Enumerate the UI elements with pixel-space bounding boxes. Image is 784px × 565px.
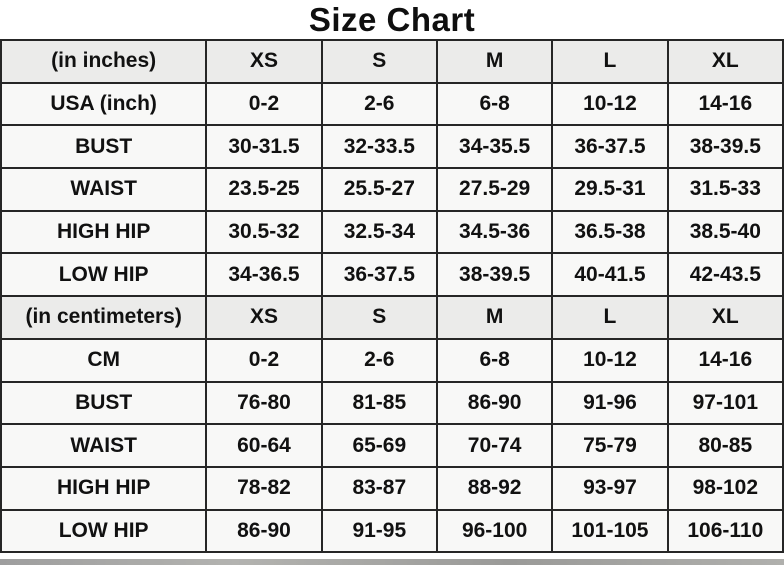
measurement-value-cell: 38-39.5: [666, 124, 784, 170]
measurement-value-cell: 38-39.5: [435, 252, 554, 298]
measurement-value-cell: 10-12: [551, 81, 669, 127]
measurement-value-cell: 36-37.5: [551, 124, 669, 170]
table-row: BUST 76-80 81-85 86-90 91-96 97-101: [0, 380, 784, 426]
measurement-value-cell: 83-87: [320, 465, 438, 511]
measurement-value-cell: 31.5-33: [666, 167, 784, 212]
measurement-value-cell: 32-33.5: [320, 124, 438, 170]
measurement-value-cell: 0-2: [205, 337, 323, 383]
measurement-value-cell: 88-92: [435, 465, 554, 511]
measurement-value-cell: 0-2: [205, 81, 323, 127]
measurement-value-cell: 2-6: [320, 81, 438, 127]
measurement-label-cell: BUST: [0, 124, 208, 170]
measurement-value-cell: 38.5-40: [666, 209, 784, 255]
measurement-value-cell: 60-64: [205, 423, 323, 468]
unit-header-cell: (in centimeters): [0, 295, 208, 340]
measurement-value-cell: 96-100: [435, 508, 554, 554]
measurement-value-cell: 2-6: [320, 337, 438, 383]
size-header-cell: XL: [666, 295, 784, 340]
measurement-value-cell: 34-35.5: [435, 124, 554, 170]
size-chart-table-body: (in inches) XS S M L XL USA (inch) 0-2 2-6 6-8 10-…: [0, 39, 784, 554]
measurement-value-cell: 86-90: [435, 380, 554, 426]
size-chart-table: (in inches) XS S M L XL USA (inch) 0-2 2-6 6-8 10-…: [0, 39, 784, 554]
measurement-value-cell: 14-16: [666, 81, 784, 127]
measurement-value-cell: 70-74: [435, 423, 554, 468]
size-header-cell: XS: [205, 39, 323, 84]
size-header-cell: XL: [666, 39, 784, 84]
measurement-value-cell: 36-37.5: [320, 252, 438, 298]
page-title: Size Chart: [308, 1, 476, 38]
table-row: CM 0-2 2-6 6-8 10-12 14-16: [0, 337, 784, 383]
table-row: WAIST 23.5-25 25.5-27 27.5-29 29.5-31 31.5-33: [0, 167, 784, 212]
measurement-value-cell: 86-90: [205, 508, 323, 554]
measurement-value-cell: 65-69: [320, 423, 438, 468]
measurement-value-cell: 34.5-36: [435, 209, 554, 255]
measurement-value-cell: 23.5-25: [205, 167, 323, 212]
size-header-cell: L: [551, 39, 669, 84]
measurement-label-cell: BUST: [0, 380, 208, 426]
measurement-value-cell: 30-31.5: [205, 124, 323, 170]
image-edge-strip: [0, 559, 784, 565]
table-row: LOW HIP 86-90 91-95 96-100 101-105 106-110: [0, 508, 784, 554]
measurement-label-cell: WAIST: [0, 167, 208, 212]
size-header-cell: S: [320, 39, 438, 84]
measurement-value-cell: 14-16: [666, 337, 784, 383]
measurement-label-cell: LOW HIP: [0, 252, 208, 298]
size-header-cell: M: [435, 295, 554, 340]
size-header-cell: S: [320, 295, 438, 340]
measurement-label-cell: LOW HIP: [0, 508, 208, 554]
measurement-value-cell: 27.5-29: [435, 167, 554, 212]
measurement-value-cell: 25.5-27: [320, 167, 438, 212]
table-row: USA (inch) 0-2 2-6 6-8 10-12 14-16: [0, 81, 784, 127]
size-header-cell: L: [551, 295, 669, 340]
measurement-value-cell: 81-85: [320, 380, 438, 426]
measurement-value-cell: 106-110: [666, 508, 784, 554]
measurement-value-cell: 30.5-32: [205, 209, 323, 255]
measurement-value-cell: 42-43.5: [666, 252, 784, 298]
table-row: BUST 30-31.5 32-33.5 34-35.5 36-37.5 38-39.5: [0, 124, 784, 170]
measurement-value-cell: 93-97: [551, 465, 669, 511]
measurement-value-cell: 6-8: [435, 337, 554, 383]
measurement-label-cell: CM: [0, 337, 208, 383]
measurement-label-cell: HIGH HIP: [0, 209, 208, 255]
table-header-row: (in centimeters) XS S M L XL: [0, 295, 784, 340]
table-row: WAIST 60-64 65-69 70-74 75-79 80-85: [0, 423, 784, 468]
measurement-value-cell: 91-96: [551, 380, 669, 426]
table-row: LOW HIP 34-36.5 36-37.5 38-39.5 40-41.5 42-43…: [0, 252, 784, 298]
measurement-value-cell: 97-101: [666, 380, 784, 426]
measurement-label-cell: WAIST: [0, 423, 208, 468]
measurement-value-cell: 75-79: [551, 423, 669, 468]
measurement-value-cell: 40-41.5: [551, 252, 669, 298]
measurement-value-cell: 78-82: [205, 465, 323, 511]
table-row: HIGH HIP 30.5-32 32.5-34 34.5-36 36.5-38 38.5…: [0, 209, 784, 255]
measurement-value-cell: 36.5-38: [551, 209, 669, 255]
measurement-label-cell: HIGH HIP: [0, 465, 208, 511]
measurement-value-cell: 6-8: [435, 81, 554, 127]
measurement-value-cell: 34-36.5: [205, 252, 323, 298]
measurement-label-cell: USA (inch): [0, 81, 208, 127]
measurement-value-cell: 91-95: [320, 508, 438, 554]
size-header-cell: XS: [205, 295, 323, 340]
measurement-value-cell: 10-12: [551, 337, 669, 383]
table-row: HIGH HIP 78-82 83-87 88-92 93-97 98-102: [0, 465, 784, 511]
measurement-value-cell: 101-105: [551, 508, 669, 554]
measurement-value-cell: 80-85: [666, 423, 784, 468]
measurement-value-cell: 98-102: [666, 465, 784, 511]
measurement-value-cell: 29.5-31: [551, 167, 669, 212]
measurement-value-cell: 32.5-34: [320, 209, 438, 255]
table-header-row: (in inches) XS S M L XL: [0, 39, 784, 84]
unit-header-cell: (in inches): [0, 39, 208, 84]
size-header-cell: M: [435, 39, 554, 84]
measurement-value-cell: 76-80: [205, 380, 323, 426]
